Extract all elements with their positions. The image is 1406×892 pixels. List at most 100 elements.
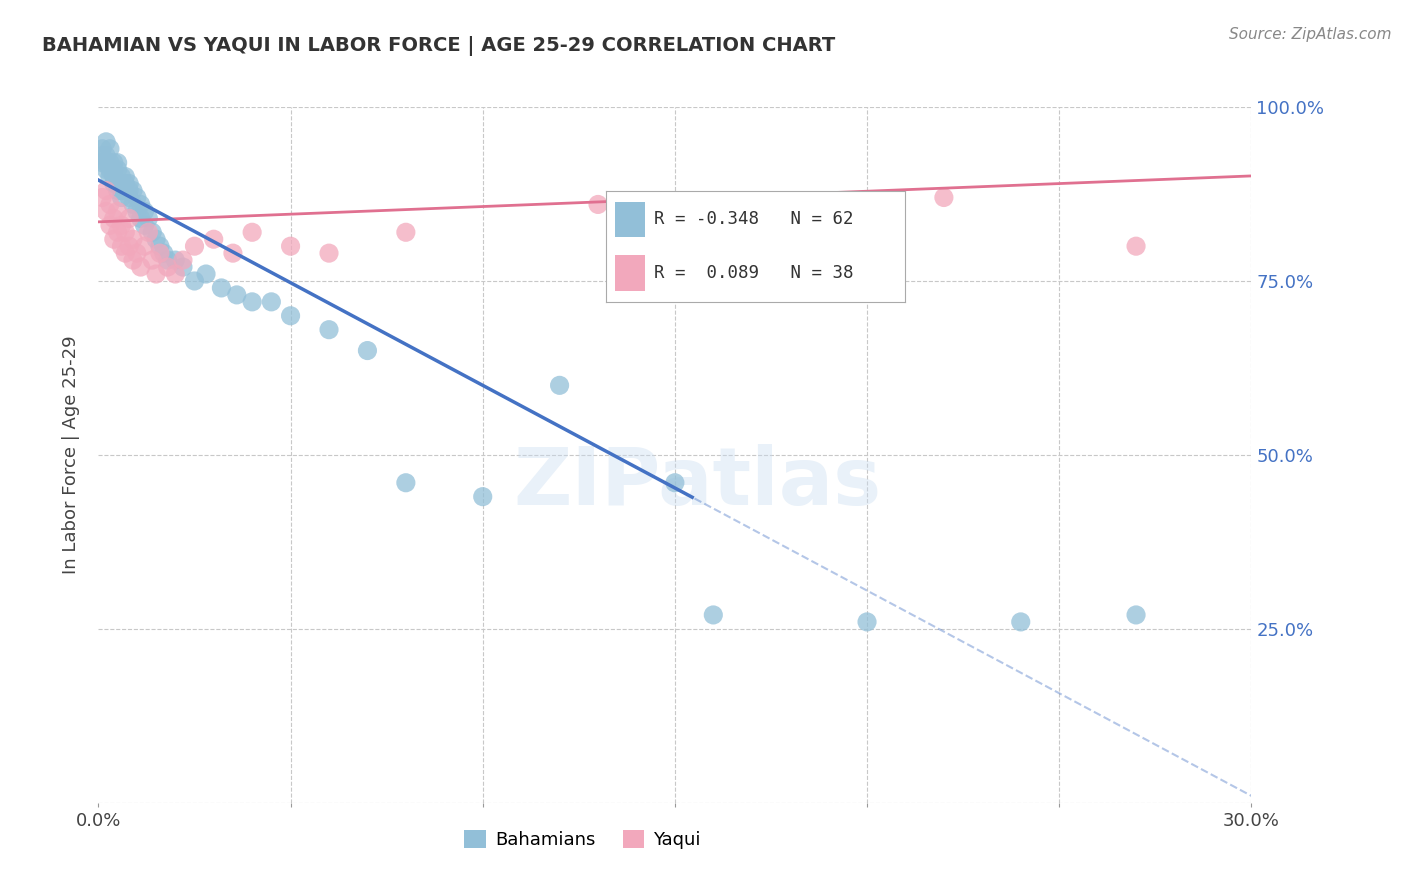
Point [103,232,125,246]
Point [664,475,686,490]
Point [94,204,117,219]
Point [98,219,121,233]
Point [149,239,172,253]
Point [586,197,609,211]
Point [114,169,136,184]
Point [721,219,744,233]
Point [91,142,114,156]
FancyBboxPatch shape [614,255,645,291]
Point [125,190,148,204]
Point [280,239,302,253]
Point [183,239,205,253]
Point [318,246,340,260]
Point [103,162,125,177]
Text: ZIPatlas: ZIPatlas [513,443,882,522]
Point [110,219,132,233]
Point [129,197,152,211]
Point [138,211,160,226]
Point [125,246,148,260]
Point [114,225,136,239]
Point [141,225,163,239]
FancyBboxPatch shape [614,202,645,237]
Text: Source: ZipAtlas.com: Source: ZipAtlas.com [1229,27,1392,42]
Point [932,190,955,204]
Point [240,294,263,309]
Text: R =  0.089   N = 38: R = 0.089 N = 38 [654,264,853,282]
Point [103,155,125,169]
Point [222,246,245,260]
Point [110,190,132,204]
Point [122,232,145,246]
Text: BAHAMIAN VS YAQUI IN LABOR FORCE | AGE 25-29 CORRELATION CHART: BAHAMIAN VS YAQUI IN LABOR FORCE | AGE 2… [42,36,835,55]
Point [1125,607,1147,622]
Point [395,225,418,239]
Point [152,246,174,260]
Point [94,135,117,149]
Point [103,177,125,191]
Point [118,184,141,198]
Point [134,219,156,233]
Point [91,149,114,163]
Point [122,253,145,268]
Point [471,490,494,504]
Point [856,615,879,629]
Point [225,288,247,302]
Point [107,155,129,169]
Point [91,155,114,169]
Point [1010,615,1032,629]
Point [107,177,129,191]
Point [134,204,156,219]
Point [91,190,114,204]
Point [141,253,163,268]
Point [98,169,121,184]
Point [118,239,141,253]
Point [94,155,117,169]
Legend: Bahamians, Yaqui: Bahamians, Yaqui [457,823,709,856]
Point [125,204,148,219]
Point [240,225,263,239]
Point [114,184,136,198]
Point [94,184,117,198]
Point [118,177,141,191]
Point [195,267,218,281]
Point [94,149,117,163]
Point [122,197,145,211]
Point [165,267,187,281]
Point [172,253,194,268]
Point [165,253,187,268]
Point [110,184,132,198]
Text: R = -0.348   N = 62: R = -0.348 N = 62 [654,211,853,228]
Point [98,155,121,169]
Point [260,294,283,309]
Point [202,232,225,246]
Point [118,211,141,226]
Point [183,274,205,288]
Point [145,267,167,281]
Point [107,184,129,198]
Point [98,162,121,177]
Point [129,211,152,226]
Point [149,246,172,260]
Point [107,162,129,177]
Point [156,253,179,268]
Point [280,309,302,323]
Point [172,260,194,274]
Point [138,225,160,239]
Point [209,281,232,295]
Point [395,475,418,490]
Point [129,260,152,274]
Point [134,239,156,253]
Point [145,232,167,246]
Point [107,225,129,239]
Point [103,211,125,226]
Point [702,607,724,622]
Point [318,323,340,337]
Point [114,177,136,191]
Point [107,204,129,219]
Point [1125,239,1147,253]
Point [122,184,145,198]
Y-axis label: In Labor Force | Age 25-29: In Labor Force | Age 25-29 [62,335,80,574]
Point [94,162,117,177]
Point [103,169,125,184]
Point [110,169,132,184]
